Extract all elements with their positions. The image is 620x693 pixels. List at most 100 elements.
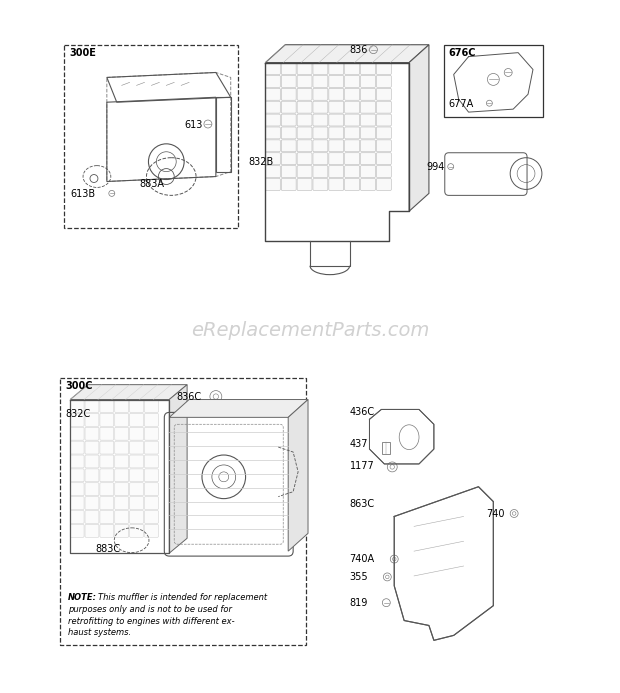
FancyBboxPatch shape xyxy=(361,166,375,177)
FancyBboxPatch shape xyxy=(265,140,280,152)
FancyBboxPatch shape xyxy=(130,414,143,426)
Bar xyxy=(64,45,237,228)
Text: 1177: 1177 xyxy=(350,461,374,471)
Bar xyxy=(383,442,390,454)
Polygon shape xyxy=(169,400,308,417)
Bar xyxy=(60,378,306,645)
FancyBboxPatch shape xyxy=(281,101,296,113)
FancyBboxPatch shape xyxy=(265,179,280,191)
FancyBboxPatch shape xyxy=(85,414,99,426)
FancyBboxPatch shape xyxy=(85,428,99,440)
Text: 436C: 436C xyxy=(350,407,374,417)
FancyBboxPatch shape xyxy=(85,400,99,412)
FancyBboxPatch shape xyxy=(100,455,114,468)
FancyBboxPatch shape xyxy=(85,483,99,495)
FancyBboxPatch shape xyxy=(115,483,128,495)
FancyBboxPatch shape xyxy=(329,166,343,177)
FancyBboxPatch shape xyxy=(297,76,312,87)
FancyBboxPatch shape xyxy=(313,88,328,100)
FancyBboxPatch shape xyxy=(144,441,158,454)
FancyBboxPatch shape xyxy=(281,88,296,100)
FancyBboxPatch shape xyxy=(361,101,375,113)
FancyBboxPatch shape xyxy=(281,114,296,126)
FancyBboxPatch shape xyxy=(70,497,84,509)
Text: haust systems.: haust systems. xyxy=(68,629,131,638)
FancyBboxPatch shape xyxy=(313,179,328,191)
FancyBboxPatch shape xyxy=(361,76,375,87)
Text: 437: 437 xyxy=(350,439,368,449)
FancyBboxPatch shape xyxy=(361,179,375,191)
FancyBboxPatch shape xyxy=(130,455,143,468)
FancyBboxPatch shape xyxy=(345,76,360,87)
FancyBboxPatch shape xyxy=(100,511,114,523)
FancyBboxPatch shape xyxy=(297,166,312,177)
FancyBboxPatch shape xyxy=(115,511,128,523)
FancyBboxPatch shape xyxy=(265,114,280,126)
FancyBboxPatch shape xyxy=(85,525,99,537)
Polygon shape xyxy=(70,385,187,400)
Polygon shape xyxy=(409,45,429,211)
FancyBboxPatch shape xyxy=(297,62,312,74)
Text: 613B: 613B xyxy=(70,189,95,200)
FancyBboxPatch shape xyxy=(100,414,114,426)
FancyBboxPatch shape xyxy=(313,101,328,113)
FancyBboxPatch shape xyxy=(361,114,375,126)
FancyBboxPatch shape xyxy=(376,62,391,74)
FancyBboxPatch shape xyxy=(144,511,158,523)
FancyBboxPatch shape xyxy=(281,179,296,191)
FancyBboxPatch shape xyxy=(100,483,114,495)
FancyBboxPatch shape xyxy=(70,414,84,426)
FancyBboxPatch shape xyxy=(329,76,343,87)
Text: 355: 355 xyxy=(350,572,368,582)
FancyBboxPatch shape xyxy=(115,428,128,440)
FancyBboxPatch shape xyxy=(70,400,84,412)
FancyBboxPatch shape xyxy=(376,101,391,113)
FancyBboxPatch shape xyxy=(70,469,84,482)
Text: This muffler is intended for replacement: This muffler is intended for replacement xyxy=(98,593,267,602)
FancyBboxPatch shape xyxy=(85,455,99,468)
FancyBboxPatch shape xyxy=(144,483,158,495)
FancyBboxPatch shape xyxy=(361,140,375,152)
FancyBboxPatch shape xyxy=(313,140,328,152)
FancyBboxPatch shape xyxy=(144,428,158,440)
FancyBboxPatch shape xyxy=(345,140,360,152)
FancyBboxPatch shape xyxy=(130,400,143,412)
FancyBboxPatch shape xyxy=(100,469,114,482)
FancyBboxPatch shape xyxy=(376,76,391,87)
FancyBboxPatch shape xyxy=(130,511,143,523)
FancyBboxPatch shape xyxy=(376,127,391,139)
FancyBboxPatch shape xyxy=(70,455,84,468)
FancyBboxPatch shape xyxy=(70,428,84,440)
FancyBboxPatch shape xyxy=(115,455,128,468)
FancyBboxPatch shape xyxy=(115,414,128,426)
Text: 740A: 740A xyxy=(350,554,374,564)
FancyBboxPatch shape xyxy=(281,62,296,74)
Text: 300C: 300C xyxy=(65,380,93,391)
Text: 883C: 883C xyxy=(95,544,120,554)
FancyBboxPatch shape xyxy=(297,101,312,113)
FancyBboxPatch shape xyxy=(313,152,328,165)
FancyBboxPatch shape xyxy=(265,166,280,177)
FancyBboxPatch shape xyxy=(313,76,328,87)
Polygon shape xyxy=(288,400,308,551)
FancyBboxPatch shape xyxy=(144,497,158,509)
Text: retrofitting to engines with different ex-: retrofitting to engines with different e… xyxy=(68,617,235,626)
Text: 832B: 832B xyxy=(249,157,274,167)
FancyBboxPatch shape xyxy=(376,88,391,100)
FancyBboxPatch shape xyxy=(345,127,360,139)
FancyBboxPatch shape xyxy=(281,152,296,165)
FancyBboxPatch shape xyxy=(313,114,328,126)
FancyBboxPatch shape xyxy=(345,62,360,74)
FancyBboxPatch shape xyxy=(329,179,343,191)
Text: 836: 836 xyxy=(350,45,368,55)
FancyBboxPatch shape xyxy=(115,469,128,482)
FancyBboxPatch shape xyxy=(345,152,360,165)
FancyBboxPatch shape xyxy=(115,497,128,509)
FancyBboxPatch shape xyxy=(329,127,343,139)
FancyBboxPatch shape xyxy=(345,88,360,100)
FancyBboxPatch shape xyxy=(100,525,114,537)
FancyBboxPatch shape xyxy=(70,525,84,537)
FancyBboxPatch shape xyxy=(281,140,296,152)
FancyBboxPatch shape xyxy=(361,88,375,100)
FancyBboxPatch shape xyxy=(144,400,158,412)
